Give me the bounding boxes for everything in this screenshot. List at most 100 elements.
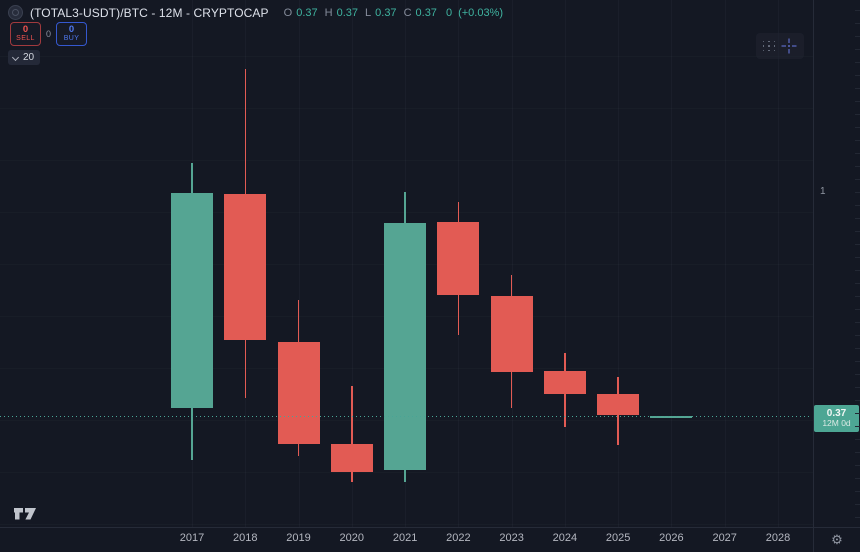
price-axis-minor-tick bbox=[855, 270, 860, 271]
candle-body bbox=[330, 443, 373, 472]
candle-body bbox=[437, 222, 480, 296]
candle-wick bbox=[351, 385, 353, 483]
change-percent: (+0.03%) bbox=[458, 6, 504, 19]
price-tick-label: 1 bbox=[820, 186, 826, 197]
price-axis-separator bbox=[813, 0, 814, 552]
close-value: 0.37 bbox=[415, 6, 437, 19]
price-axis-minor-tick bbox=[855, 413, 860, 414]
horizontal-gridline bbox=[0, 160, 813, 161]
price-axis-minor-tick bbox=[855, 322, 860, 323]
year-label-2021: 2021 bbox=[392, 532, 418, 544]
sell-qty: 0 bbox=[22, 24, 29, 36]
axis-settings-gear-icon[interactable]: ⚙ bbox=[828, 531, 846, 549]
year-label-2025: 2025 bbox=[605, 532, 631, 544]
axis-corner: ⚙ bbox=[814, 528, 860, 552]
price-axis-minor-tick bbox=[855, 400, 860, 401]
horizontal-gridline bbox=[0, 56, 813, 57]
price-axis-minor-tick bbox=[855, 62, 860, 63]
price-axis-minor-tick bbox=[855, 101, 860, 102]
vertical-gridline bbox=[351, 0, 353, 527]
year-label-2026: 2026 bbox=[659, 532, 684, 544]
price-axis-minor-tick bbox=[855, 23, 860, 24]
vertical-gridline bbox=[724, 0, 726, 527]
price-axis-minor-tick bbox=[855, 348, 860, 349]
sell-button-label: SELL bbox=[16, 35, 35, 43]
tradingview-logo[interactable] bbox=[13, 504, 39, 523]
time-axis[interactable]: 2017 2018 2019 2020 2021 2022 2023 2024 2025 2026… bbox=[0, 528, 813, 552]
low-label: L bbox=[365, 6, 372, 19]
price-axis-minor-tick bbox=[855, 140, 860, 141]
candle-body bbox=[597, 393, 640, 415]
symbol-logo-icon bbox=[8, 5, 23, 20]
vertical-gridline bbox=[671, 0, 673, 527]
year-label-2024: 2024 bbox=[552, 532, 578, 544]
year-label-2023: 2023 bbox=[499, 532, 524, 544]
candle-body bbox=[277, 341, 320, 444]
candle-body bbox=[490, 296, 533, 372]
low-value: 0.37 bbox=[375, 6, 397, 19]
current-price-line bbox=[0, 416, 812, 417]
horizontal-gridline bbox=[0, 212, 813, 213]
price-axis-minor-tick bbox=[855, 335, 860, 336]
price-axis-minor-tick bbox=[855, 309, 860, 310]
price-axis-minor-tick bbox=[855, 114, 860, 115]
candle-body bbox=[224, 194, 267, 341]
price-axis-minor-tick bbox=[855, 465, 860, 466]
dropdown-20[interactable]: 20 bbox=[8, 50, 41, 65]
price-axis-minor-tick bbox=[855, 517, 860, 518]
price-axis-minor-tick bbox=[855, 10, 860, 11]
dropdown-20-value: 20 bbox=[23, 52, 35, 63]
price-axis-minor-tick bbox=[855, 166, 860, 167]
price-axis-minor-tick bbox=[855, 504, 860, 505]
year-label-2027: 2027 bbox=[712, 532, 737, 544]
horizontal-gridline bbox=[0, 524, 813, 525]
chart-legend: (TOTAL3-USDT)/BTC - 12M - CRYPTOCAP O 0.3… bbox=[8, 5, 503, 20]
close-label: C bbox=[403, 6, 412, 19]
buy-button[interactable]: 0 BUY bbox=[56, 22, 88, 46]
trade-panel: 0 SELL 0 0 BUY bbox=[10, 22, 88, 46]
candle-body bbox=[384, 223, 427, 471]
chart-canvas[interactable] bbox=[0, 0, 813, 527]
price-axis-minor-tick bbox=[855, 218, 860, 219]
horizontal-gridline bbox=[0, 108, 813, 109]
open-value: 0.37 bbox=[296, 6, 318, 19]
buy-button-label: BUY bbox=[63, 35, 80, 43]
price-axis-minor-tick bbox=[855, 49, 860, 50]
change-value: 0 bbox=[445, 6, 453, 19]
price-axis-minor-tick bbox=[855, 179, 860, 180]
buy-qty: 0 bbox=[68, 24, 75, 36]
drag-handle-icon[interactable] bbox=[761, 39, 777, 53]
ohlc-readout: O 0.37 H 0.37 L 0.37 C 0.37 0 (+0.03%) bbox=[284, 7, 503, 19]
chevron-down-icon bbox=[13, 55, 19, 61]
position-qty[interactable]: 0 bbox=[46, 29, 52, 39]
vertical-gridline bbox=[777, 0, 779, 527]
price-axis-minor-tick bbox=[855, 452, 860, 453]
open-label: O bbox=[283, 6, 293, 19]
year-label-2022: 2022 bbox=[446, 532, 471, 544]
price-axis-minor-tick bbox=[855, 439, 860, 440]
time-axis-separator bbox=[0, 527, 860, 528]
price-axis-minor-tick bbox=[855, 153, 860, 154]
price-axis-minor-tick bbox=[855, 296, 860, 297]
crosshair-icon[interactable] bbox=[777, 34, 801, 58]
candle-body bbox=[171, 192, 213, 409]
price-axis-minor-tick bbox=[855, 127, 860, 128]
year-label-2028: 2028 bbox=[765, 532, 791, 544]
vertical-gridline bbox=[618, 0, 620, 527]
vertical-gridline bbox=[298, 0, 300, 527]
price-axis-minor-tick bbox=[855, 36, 860, 37]
price-axis-minor-tick bbox=[855, 75, 860, 76]
symbol-title[interactable]: (TOTAL3-USDT)/BTC - 12M - CRYPTOCAP bbox=[30, 5, 269, 20]
price-axis-minor-tick bbox=[855, 192, 860, 193]
year-label-2017: 2017 bbox=[179, 532, 205, 544]
current-price-value: 0.37 bbox=[826, 407, 847, 419]
price-axis-minor-tick bbox=[855, 88, 860, 89]
floating-toolbar bbox=[756, 33, 804, 59]
high-label: H bbox=[324, 6, 333, 19]
sell-button[interactable]: 0 SELL bbox=[10, 22, 41, 46]
price-axis-minor-tick bbox=[855, 283, 860, 284]
price-axis-minor-tick bbox=[855, 387, 860, 388]
price-axis-minor-tick bbox=[855, 257, 860, 258]
year-label-2019: 2019 bbox=[286, 532, 311, 544]
price-axis[interactable]: 1 0.37 12M 0d bbox=[814, 0, 860, 527]
